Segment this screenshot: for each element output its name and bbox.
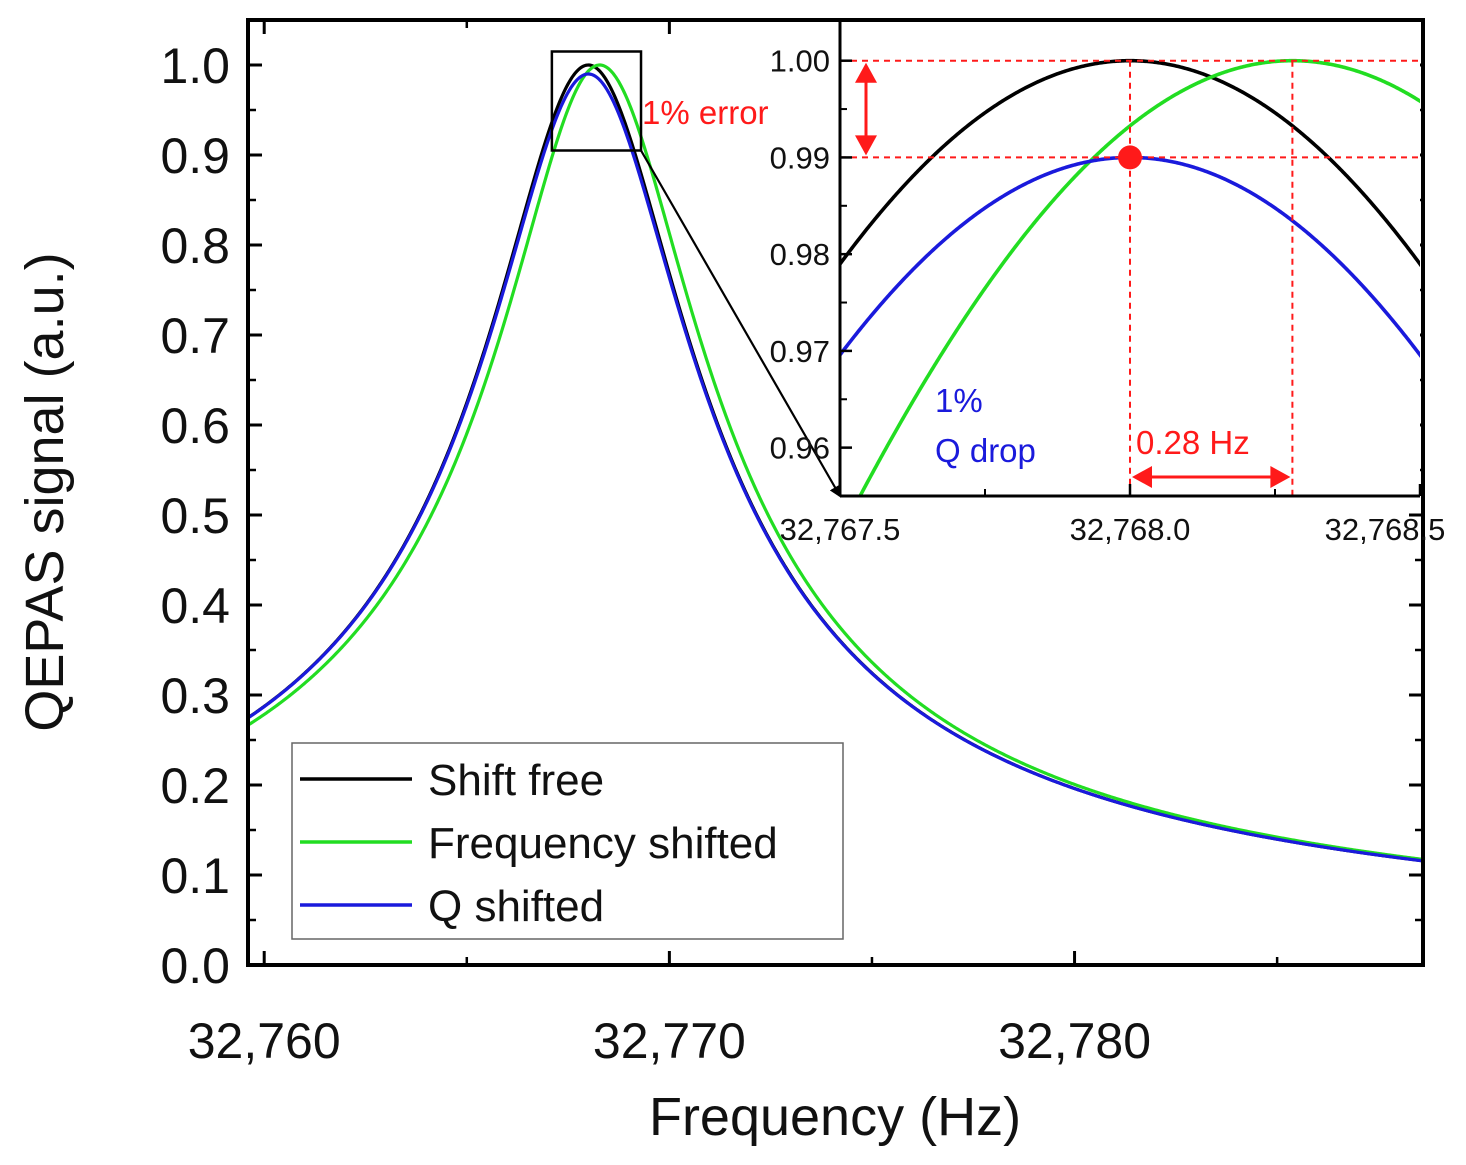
legend-label-q-shifted: Q shifted — [428, 882, 604, 931]
zoom-box — [550, 50, 643, 152]
y-tick-label: 0.8 — [160, 218, 230, 274]
x-tick-label: 32,770 — [593, 1013, 746, 1069]
main-ticks: 0.0 0.1 0.2 0.3 0.4 0.5 0.6 0.7 0.8 0.9 1.0 32,760 3… — [160, 20, 1423, 1069]
inset-y-tick-label: 1.00 — [770, 44, 830, 79]
y-tick-label: 0.1 — [160, 848, 230, 904]
y-tick-label: 0.7 — [160, 308, 230, 364]
error-arrow-head-up — [855, 62, 877, 83]
inset-x-tick-label: 32,767.5 — [780, 512, 901, 547]
inset-y-tick-label: 0.98 — [770, 237, 830, 272]
x-axis-title: Frequency (Hz) — [649, 1087, 1021, 1147]
x-tick-label: 32,760 — [188, 1013, 341, 1069]
q-drop-label-line1: 1% — [935, 382, 983, 419]
y-tick-label: 1.0 — [160, 38, 230, 94]
inset-plot: 0.96 0.97 0.98 0.99 1.00 32,767.5 32,768.0 32,7… — [642, 22, 1446, 547]
y-tick-label: 0.9 — [160, 128, 230, 184]
error-label: 1% error — [642, 94, 769, 131]
legend-label-frequency-shifted: Frequency shifted — [428, 819, 778, 868]
inset-y-tick-label: 0.96 — [770, 431, 830, 466]
shift-arrow-head-right — [1270, 466, 1291, 488]
y-tick-label: 0.0 — [160, 938, 230, 994]
zoom-arrow — [640, 149, 841, 498]
intersection-marker — [1118, 145, 1142, 170]
q-drop-label-line2: Q drop — [935, 432, 1036, 469]
main-curves — [248, 63, 1423, 863]
y-tick-label: 0.4 — [160, 578, 230, 634]
y-tick-label: 0.2 — [160, 758, 230, 814]
inset-x-tick-label: 32,768.0 — [1070, 512, 1191, 547]
inset-y-tick-label: 0.99 — [770, 140, 830, 175]
x-tick-label: 32,780 — [998, 1013, 1151, 1069]
error-arrow-head-down — [855, 135, 877, 156]
shift-label: 0.28 Hz — [1136, 424, 1250, 461]
y-tick-label: 0.5 — [160, 488, 230, 544]
legend-label-shift-free: Shift free — [428, 756, 604, 805]
inset-x-tick-label: 32,768.5 — [1325, 512, 1446, 547]
y-tick-label: 0.6 — [160, 398, 230, 454]
main-line-frequency-shifted — [248, 63, 1423, 862]
inset-line-frequency-shifted — [858, 58, 1420, 496]
main-line-q-shifted — [248, 72, 1423, 863]
y-tick-label: 0.3 — [160, 668, 230, 724]
inset-y-tick-label: 0.97 — [770, 334, 830, 369]
y-axis-title: QEPAS signal (a.u.) — [15, 252, 75, 731]
legend: Shift free Frequency shifted Q shifted — [291, 742, 844, 940]
inset-ticks: 0.96 0.97 0.98 0.99 1.00 32,767.5 32,768.0 32,7… — [770, 44, 1446, 547]
inset-guides — [840, 59, 1420, 496]
shift-arrow-head-left — [1132, 466, 1152, 488]
main-plot-frame — [246, 18, 1425, 967]
